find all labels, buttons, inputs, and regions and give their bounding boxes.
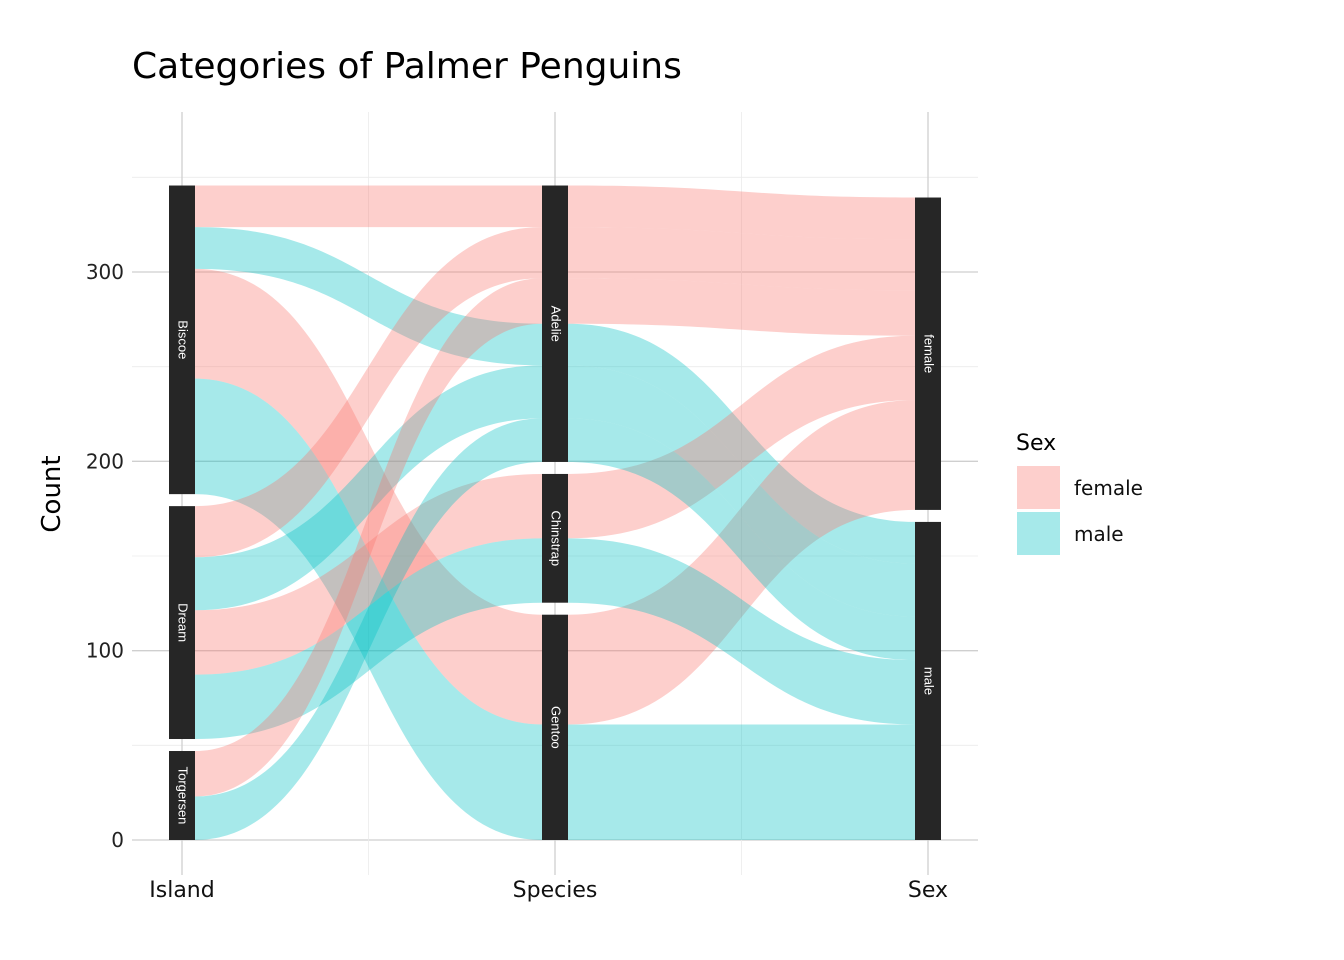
x-tick-label-sex: Sex bbox=[908, 878, 948, 903]
flow-dream-adelie-male-island-species bbox=[195, 365, 542, 611]
stratum-label-male: male bbox=[922, 667, 937, 695]
flow-biscoe-gentoo-female-island-species bbox=[195, 268, 542, 725]
stratum-bar-female bbox=[915, 197, 941, 510]
x-tick-label-island: Island bbox=[149, 878, 214, 903]
stratum-label-adelie: Adelie bbox=[549, 306, 564, 342]
x-tick-label-species: Species bbox=[513, 878, 598, 903]
flow-dream-adelie-male-species-sex bbox=[568, 365, 915, 617]
flow-dream-chinstrap-female-island-species bbox=[195, 473, 542, 675]
flow-biscoe-gentoo-male-species-sex bbox=[568, 724, 915, 840]
legend-title: Sex bbox=[1016, 431, 1056, 456]
chart-title: Categories of Palmer Penguins bbox=[132, 46, 682, 87]
flow-dream-adelie-female-island-species bbox=[195, 227, 542, 558]
flow-biscoe-gentoo-female-species-sex bbox=[568, 400, 915, 725]
flow-biscoe-adelie-female-species-sex bbox=[568, 185, 915, 240]
y-tick-label-200: 200 bbox=[86, 449, 124, 473]
stratum-bar-male bbox=[915, 521, 941, 840]
y-tick-label-100: 100 bbox=[86, 639, 124, 663]
legend-key-female bbox=[1017, 466, 1060, 509]
flow-dream-chinstrap-male-island-species bbox=[195, 538, 542, 740]
stratum-bar-gentoo bbox=[542, 614, 568, 840]
stratum-label-gentoo: Gentoo bbox=[549, 706, 564, 749]
flow-biscoe-adelie-female-island-species bbox=[195, 185, 542, 228]
stratum-bar-torgersen bbox=[169, 751, 195, 840]
legend-key-male bbox=[1017, 512, 1060, 555]
y-axis-title: Count bbox=[37, 455, 67, 532]
stratum-bar-biscoe bbox=[169, 185, 195, 495]
stratum-layer: Torgersen Dream Biscoe Gentoo Chinstrap Adeli… bbox=[169, 185, 941, 840]
flow-torgersen-adelie-male-island-species bbox=[195, 418, 542, 840]
stratum-label-dream: Dream bbox=[176, 603, 191, 642]
stratum-label-female: female bbox=[922, 334, 937, 373]
stratum-label-torgersen: Torgersen bbox=[176, 767, 191, 825]
legend: Sex female male bbox=[1016, 431, 1143, 555]
flow-dream-adelie-female-species-sex bbox=[568, 227, 915, 291]
stratum-label-biscoe: Biscoe bbox=[176, 320, 191, 359]
legend-label-female: female bbox=[1074, 476, 1143, 500]
legend-label-male: male bbox=[1074, 522, 1124, 546]
flow-dream-chinstrap-male-species-sex bbox=[568, 538, 915, 725]
axis-layer: 0 100 200 300 Island Species Sex bbox=[86, 260, 948, 903]
y-tick-label-0: 0 bbox=[111, 828, 124, 852]
flow-torgersen-adelie-female-island-species bbox=[195, 278, 542, 797]
flow-biscoe-gentoo-male-island-species bbox=[195, 378, 542, 840]
y-tick-label-300: 300 bbox=[86, 260, 124, 284]
flow-torgersen-adelie-male-species-sex bbox=[568, 418, 915, 661]
stratum-bar-adelie bbox=[542, 185, 568, 462]
stratum-label-chinstrap: Chinstrap bbox=[549, 510, 564, 566]
flow-dream-chinstrap-female-species-sex bbox=[568, 335, 915, 539]
flow-layer bbox=[195, 185, 915, 840]
stratum-bar-chinstrap bbox=[542, 473, 568, 603]
flow-biscoe-adelie-male-species-sex bbox=[568, 323, 915, 564]
stratum-bar-dream bbox=[169, 506, 195, 740]
flow-biscoe-adelie-male-island-species bbox=[195, 227, 542, 366]
flow-torgersen-adelie-female-species-sex bbox=[568, 278, 915, 336]
